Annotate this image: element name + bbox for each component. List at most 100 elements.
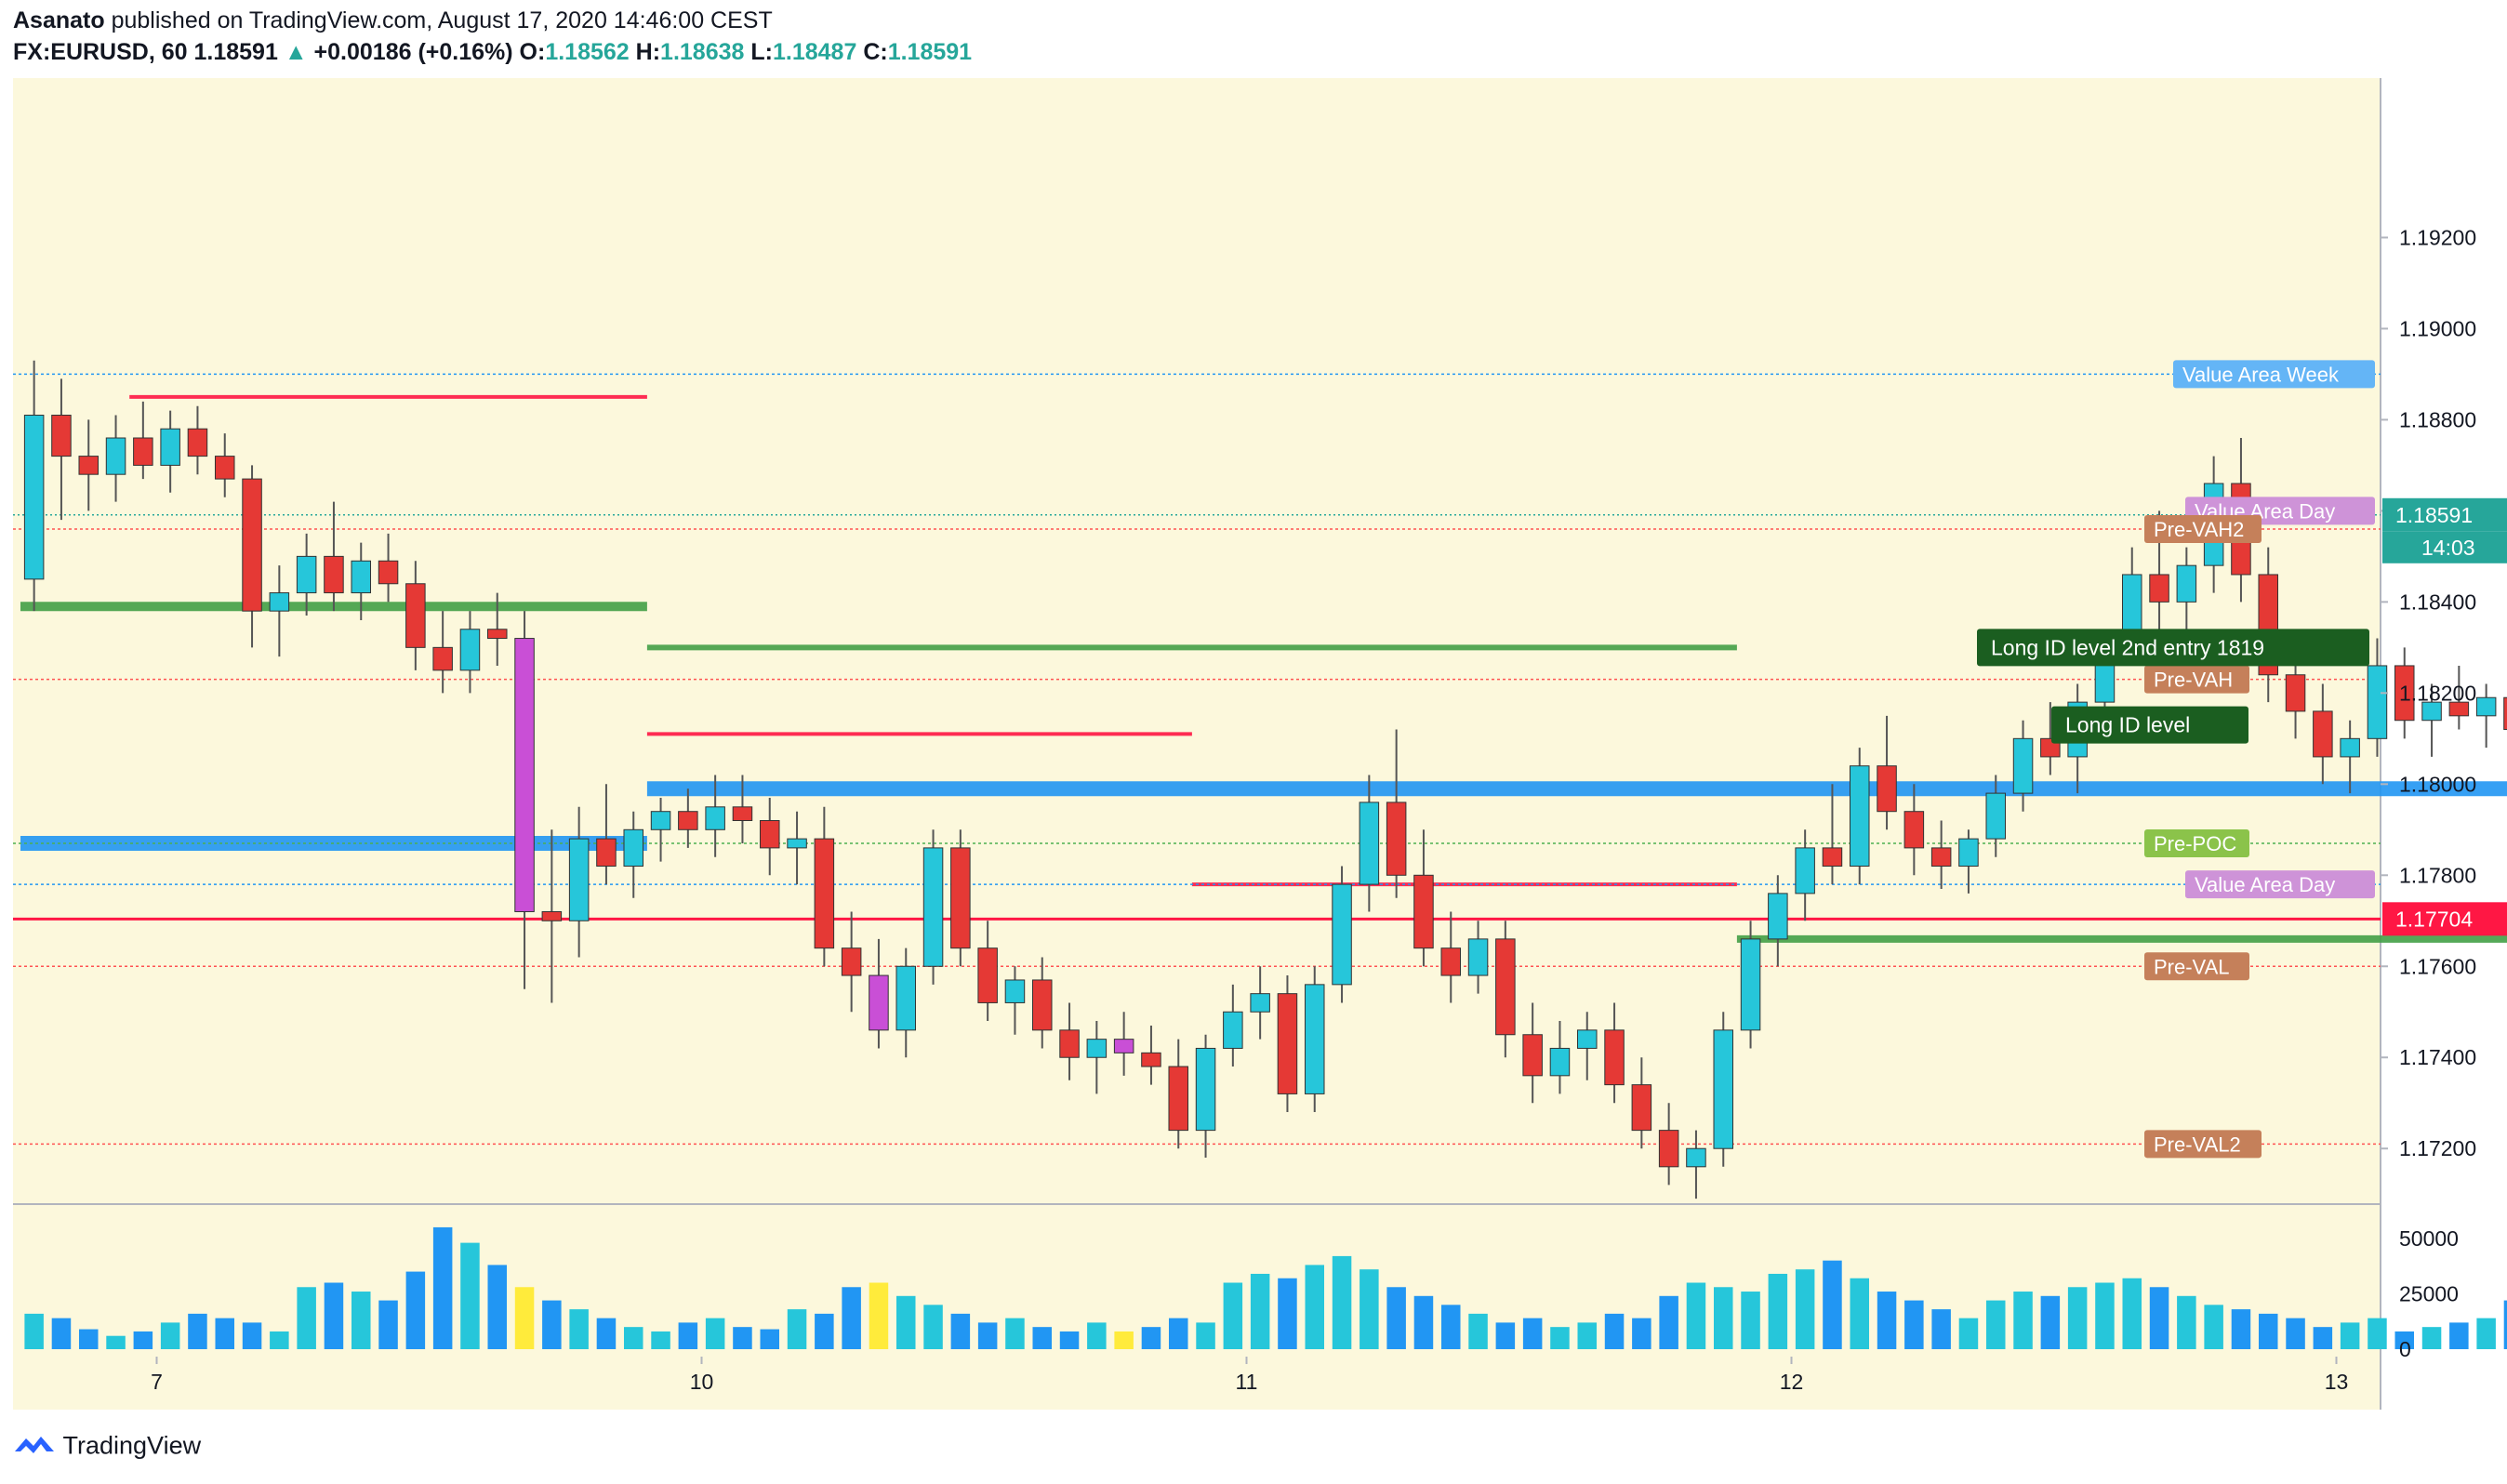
candle-body xyxy=(541,910,563,921)
candle xyxy=(514,611,535,989)
candle xyxy=(1985,775,2007,857)
level-tag-text: Pre-POC xyxy=(2154,832,2236,855)
volume-bar xyxy=(1795,1269,1815,1349)
candle xyxy=(1359,775,1380,912)
volume-bar xyxy=(2368,1318,2387,1349)
candle-body xyxy=(1086,1039,1108,1058)
candle xyxy=(324,501,344,612)
volume-bar xyxy=(160,1322,180,1349)
volume-bar xyxy=(1413,1295,1434,1349)
high-label: H: xyxy=(635,39,661,65)
volume-bar xyxy=(106,1335,126,1349)
volume-bar xyxy=(1741,1292,1760,1349)
volume-bar xyxy=(51,1318,72,1349)
candle-body xyxy=(214,456,235,480)
volume-bar xyxy=(569,1309,589,1349)
volume-bar xyxy=(1522,1318,1543,1349)
footer xyxy=(0,1419,2507,1484)
candle-body xyxy=(568,838,590,921)
volume-bar xyxy=(2313,1327,2333,1349)
volume-bar xyxy=(950,1313,971,1349)
volume-bar xyxy=(2095,1282,2115,1349)
candle xyxy=(78,419,99,511)
candle-body xyxy=(105,437,126,475)
candle xyxy=(1495,921,1516,1058)
high-value: 1.18638 xyxy=(660,39,745,65)
candle-body xyxy=(296,555,317,594)
candle xyxy=(2448,665,2470,730)
volume-bar xyxy=(623,1327,643,1349)
volume-tick-label: 0 xyxy=(2399,1337,2411,1361)
last-price-badge xyxy=(2382,497,2507,532)
volume-bar xyxy=(760,1329,780,1349)
candle xyxy=(1250,966,1270,1040)
candle xyxy=(23,360,45,612)
volume-bar xyxy=(1087,1322,1107,1349)
volume-bar xyxy=(1114,1331,1134,1349)
volume-bar xyxy=(1468,1313,1488,1349)
countdown-badge xyxy=(2382,531,2507,563)
price-change: +0.00186 (+0.16%) xyxy=(313,39,513,65)
volume-bar xyxy=(2258,1313,2278,1349)
annotation-text: Long ID level 2nd entry 1819 xyxy=(1991,635,2264,659)
candle xyxy=(1877,715,1897,830)
volume-bar xyxy=(1604,1313,1625,1349)
volume-bar xyxy=(787,1309,807,1349)
candle xyxy=(950,829,971,967)
candle xyxy=(1549,1021,1571,1094)
volume-bar xyxy=(1250,1273,1270,1349)
volume-bar xyxy=(1686,1282,1706,1349)
volume-bar xyxy=(1659,1295,1678,1349)
candle-body xyxy=(1822,847,1843,867)
volume-bar xyxy=(2421,1327,2442,1349)
candle xyxy=(51,378,72,521)
countdown-badge-text: 14:03 xyxy=(2421,536,2475,560)
level-tag xyxy=(2144,665,2249,694)
candle-body xyxy=(459,629,481,671)
candle-body xyxy=(2448,701,2470,717)
candle-body xyxy=(1277,993,1298,1094)
time-tick-label: 13 xyxy=(2325,1370,2349,1394)
candle xyxy=(2367,638,2388,757)
symbol-name[interactable]: FX:EURUSD, 60 xyxy=(13,39,188,65)
volume-bar xyxy=(542,1300,562,1349)
tradingview-brand[interactable]: TradingView xyxy=(13,1430,201,1460)
volume-bar xyxy=(2013,1292,2033,1349)
candle xyxy=(432,611,453,694)
volume-bar xyxy=(405,1271,426,1349)
candle-body xyxy=(1849,765,1870,867)
candle-body xyxy=(269,592,290,612)
level-tag xyxy=(2144,514,2262,543)
volume-bar xyxy=(324,1282,344,1349)
candle xyxy=(1086,1021,1108,1094)
candle xyxy=(623,811,644,898)
candle-body xyxy=(2012,737,2034,794)
candle-body xyxy=(1604,1029,1625,1086)
close-value: 1.18591 xyxy=(887,39,973,65)
volume-bar xyxy=(460,1242,480,1349)
volume-bar xyxy=(1577,1322,1598,1349)
candle-body xyxy=(1877,765,1897,813)
candle xyxy=(1413,829,1434,967)
volume-bar xyxy=(242,1322,262,1349)
candle-body xyxy=(1223,1011,1243,1049)
level-tag xyxy=(2173,360,2375,389)
volume-bar xyxy=(1958,1318,1979,1349)
level-tag-text: Pre-VAH2 xyxy=(2154,518,2244,541)
candle-body xyxy=(950,847,971,949)
level-tag xyxy=(2185,870,2375,899)
price-tick-label: 1.17400 xyxy=(2399,1045,2476,1069)
candle xyxy=(2394,647,2415,739)
candle xyxy=(596,784,617,885)
candle-body xyxy=(486,629,508,640)
candle-body xyxy=(2367,665,2388,739)
marked-price-badge-text: 1.17704 xyxy=(2395,907,2473,931)
candle-body xyxy=(732,806,753,822)
candle xyxy=(1304,966,1325,1113)
candle xyxy=(650,798,671,862)
author-name[interactable]: Asanato xyxy=(13,7,105,33)
volume-bar xyxy=(1823,1260,1842,1349)
volume-bar xyxy=(1360,1269,1379,1349)
price-chart[interactable]: 1.192001.190001.188001.186001.184001.182… xyxy=(0,78,2507,1419)
candle xyxy=(1195,1034,1216,1159)
